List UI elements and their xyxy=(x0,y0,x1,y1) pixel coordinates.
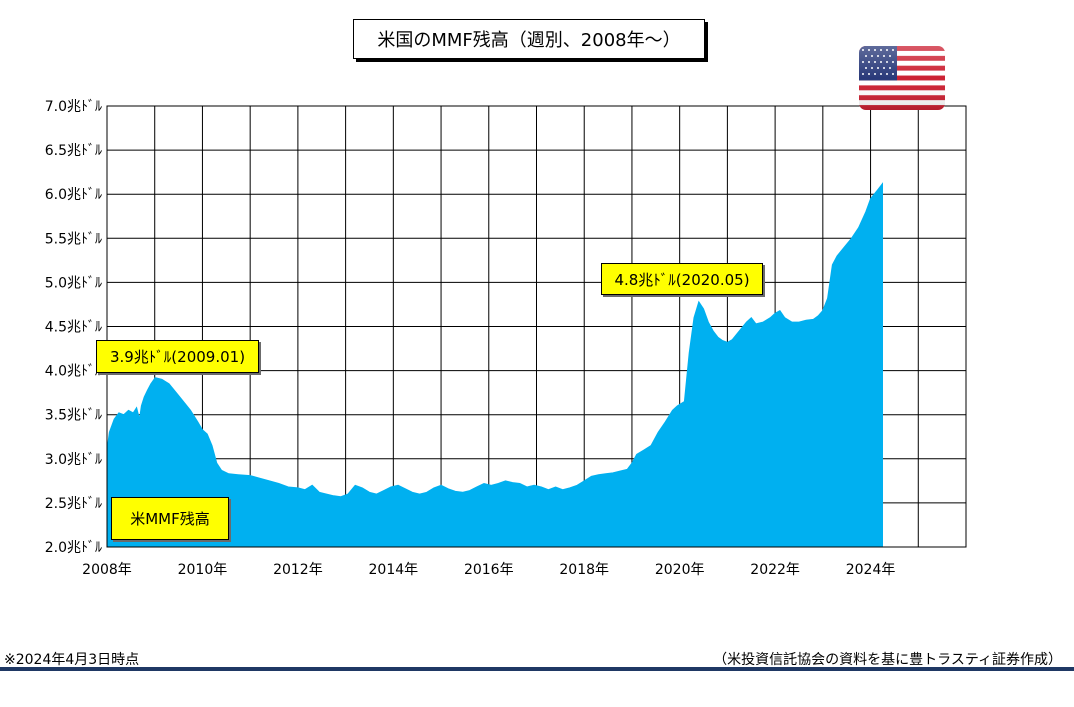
annotation-2020-peak: 4.8兆ﾄﾞﾙ(2020.05) xyxy=(601,263,763,295)
y-tick-label: 4.5兆ﾄﾞﾙ xyxy=(45,320,102,336)
y-tick-label: 6.0兆ﾄﾞﾙ xyxy=(45,187,102,203)
y-tick-label: 5.5兆ﾄﾞﾙ xyxy=(45,231,102,247)
y-tick-label: 7.0兆ﾄﾞﾙ xyxy=(45,99,102,115)
annotation-2020-text: 4.8兆ﾄﾞﾙ(2020.05) xyxy=(614,270,750,289)
x-tick-label: 2016年 xyxy=(464,562,514,578)
x-tick-label: 2018年 xyxy=(559,562,609,578)
chart-title: 米国のMMF残高（週別、2008年～） xyxy=(353,19,705,59)
x-tick-label: 2022年 xyxy=(750,562,800,578)
source-note: （米投資信託協会の資料を基に豊トラスティ証券作成） xyxy=(713,652,1062,668)
y-tick-label: 5.0兆ﾄﾞﾙ xyxy=(45,275,102,291)
y-tick-label: 3.0兆ﾄﾞﾙ xyxy=(45,452,102,468)
plot-border xyxy=(106,105,967,548)
x-tick-label: 2020年 xyxy=(655,562,705,578)
series-area xyxy=(106,182,883,548)
x-tick-label: 2012年 xyxy=(273,562,323,578)
annotation-2009-peak: 3.9兆ﾄﾞﾙ(2009.01) xyxy=(96,340,259,373)
footnote: ※2024年4月3日時点 xyxy=(4,652,140,668)
x-tick-label: 2014年 xyxy=(369,562,419,578)
y-tick-label: 2.5兆ﾄﾞﾙ xyxy=(45,496,102,512)
y-tick-label: 3.5兆ﾄﾞﾙ xyxy=(45,408,102,424)
chart-title-text: 米国のMMF残高（週別、2008年～） xyxy=(377,30,681,51)
x-tick-label: 2010年 xyxy=(178,562,228,578)
y-tick-label: 6.5兆ﾄﾞﾙ xyxy=(45,143,102,159)
series-label-box: 米MMF残高 xyxy=(111,497,229,540)
annotation-2009-text: 3.9兆ﾄﾞﾙ(2009.01) xyxy=(109,348,246,366)
y-tick-label: 2.0兆ﾄﾞﾙ xyxy=(45,540,102,556)
footer-divider xyxy=(0,667,1074,671)
y-tick-label: 4.0兆ﾄﾞﾙ xyxy=(45,364,102,380)
x-tick-label: 2008年 xyxy=(82,562,132,578)
series-label-text: 米MMF残高 xyxy=(130,510,210,528)
x-tick-label: 2024年 xyxy=(846,562,896,578)
us-flag-icon xyxy=(859,46,945,110)
